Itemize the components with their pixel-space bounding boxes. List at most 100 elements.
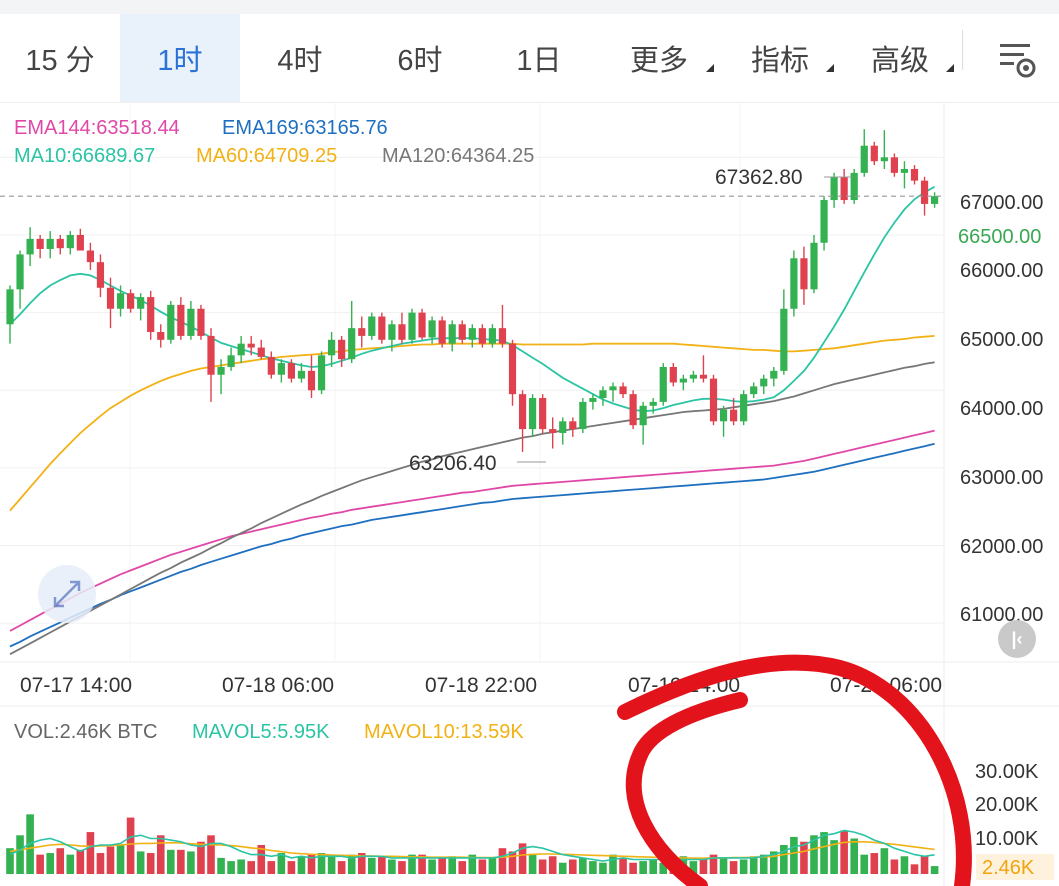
tab-1h[interactable]: 1时 [120,14,240,102]
candle-body [116,293,125,309]
candle-body [388,324,396,340]
volume-bar [267,861,276,874]
volume-bar [398,861,406,874]
volume-bar [689,861,698,874]
candle-body [569,421,577,430]
ma60-label: MA60:64709.25 [196,145,337,167]
candle-body [830,176,838,201]
volume-tick: 20.00K [975,794,1039,816]
candle-body [780,308,788,371]
price-axis: 67000.00 66500.00 66000.00 65000.00 6400… [950,192,1059,626]
mavol5-label: MAVOL5:5.95K [192,721,330,743]
candle-body [719,409,728,422]
candle-body [76,234,84,251]
candle-body [599,390,607,399]
tab-15min[interactable]: 15 分 [0,14,120,102]
tab-advanced[interactable]: 高级 [840,14,960,102]
volume-bar [810,835,818,874]
candle-body [549,429,557,433]
volume-bar [699,859,708,874]
volume-bar [6,848,14,874]
candle-body [659,366,667,402]
ma10-label: MA10:66689.67 [14,145,155,167]
volume-bar [729,861,738,874]
candle-body [317,355,326,391]
volume-bar [126,817,135,874]
candle-body [247,343,255,348]
tab-6h[interactable]: 6时 [360,14,480,102]
volume-bar [508,851,517,874]
tab-label: 1日 [516,45,562,77]
interval-tab-bar: 15 分 1时 4时 6时 1日 更多 指标 高级 [0,14,1059,102]
volume-bar [156,835,165,874]
candle-body [840,176,848,201]
volume-bar [448,856,456,874]
candle-body [498,328,507,344]
candle-body [66,234,74,249]
candle-body [900,168,909,173]
volume-bar [56,848,65,874]
volume-axis: 30.00K 20.00K 10.00K 2.46K [975,761,1054,880]
candle-body [669,366,677,383]
volume-bar [840,830,848,874]
time-tick: 07-18 06:00 [222,674,334,697]
volume-bar [86,832,95,874]
chart-settings-icon[interactable] [996,36,1042,82]
candle-body [589,398,597,402]
tab-more[interactable]: 更多 [598,14,720,102]
candle-body [529,398,537,430]
candle-body [910,168,919,181]
tab-1d[interactable]: 1日 [480,14,598,102]
candle-body [147,297,155,333]
tab-divider [962,30,963,70]
price-tick: 67000.00 [960,192,1043,214]
price-tick: 61000.00 [960,604,1043,626]
tab-label: 高级 [870,45,929,77]
volume-bar [46,853,54,874]
candle-body [860,145,868,173]
candle-body [579,401,587,430]
volume-bar [217,857,225,874]
candle-body [127,293,135,309]
candle-body [880,157,888,162]
candle-body [609,386,617,391]
tab-label: 指标 [750,45,809,77]
volume-bar [548,856,557,874]
volume-bar [177,849,185,874]
current-price-box [950,222,1059,250]
volume-bar [850,838,858,874]
volume-bar [277,853,286,874]
tab-label: 6时 [397,45,443,77]
volume-bar [378,856,386,874]
candle-body [207,335,215,375]
ema144-line [9,429,935,632]
volume-bar [307,854,316,874]
volume-bar [860,854,869,874]
candle-body [750,386,758,395]
tab-label: 4时 [277,45,323,77]
volume-bar [538,859,547,874]
volume-bar [930,866,939,874]
candle-body [760,378,768,387]
ema169-label: EMA169:63165.76 [222,117,388,139]
volume-bar [468,854,477,874]
volume-bar [639,861,647,874]
volume-bar [629,862,637,874]
scroll-to-latest-button[interactable]: |‹ [998,620,1036,658]
volume-bar [488,857,497,874]
grid [0,103,944,662]
candle-body [438,320,446,344]
fullscreen-button[interactable] [38,565,96,623]
volume-bar [197,841,205,874]
candle-body [137,297,145,309]
tab-4h[interactable]: 4时 [240,14,360,102]
volume-bar [478,859,487,874]
price-tick: 62000.00 [960,536,1043,558]
volume-bar [790,836,798,874]
volume-bar [116,844,125,874]
low-price-annotation: 63206.40 [409,452,497,475]
volume-bar [589,861,597,874]
tab-indicators[interactable]: 指标 [720,14,840,102]
volume-bar [388,859,396,874]
